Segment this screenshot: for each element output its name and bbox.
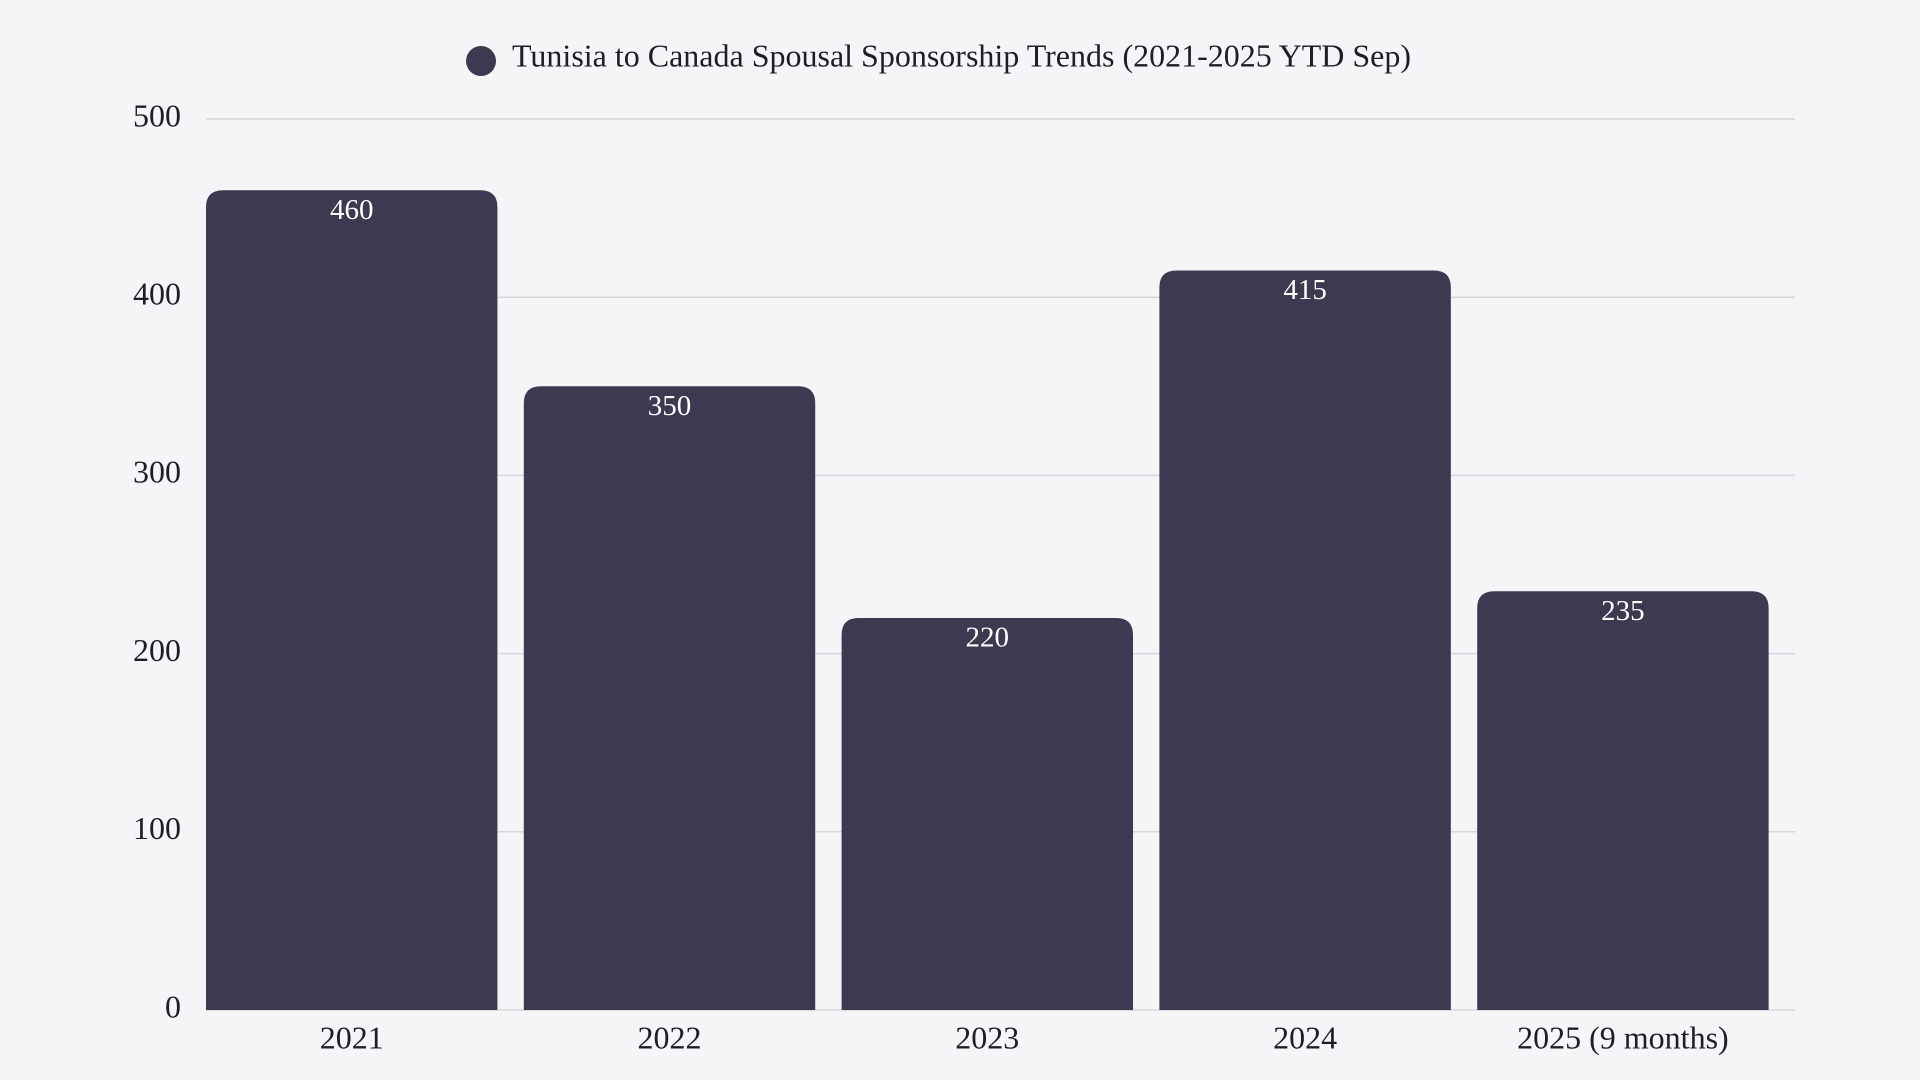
bar [1159, 270, 1451, 1011]
y-tick-label: 200 [133, 632, 181, 668]
value-label: 415 [1283, 274, 1327, 306]
y-tick-label: 0 [165, 988, 181, 1024]
x-tick-label: 2024 [1273, 1019, 1337, 1055]
y-tick-label: 400 [133, 276, 181, 312]
x-tick-label: 2025 (9 months) [1517, 1019, 1729, 1055]
bar [841, 617, 1134, 1010]
value-label: 235 [1601, 595, 1645, 627]
legend-marker [466, 46, 496, 76]
value-label: 220 [966, 622, 1010, 654]
y-tick-label: 500 [133, 97, 181, 133]
legend: Tunisia to Canada Spousal Sponsorship Tr… [466, 37, 1411, 76]
x-tick-label: 2021 [320, 1019, 384, 1055]
x-tick-label: 2023 [955, 1019, 1019, 1055]
y-tick-label: 300 [133, 454, 181, 490]
bar [523, 386, 816, 1010]
value-label: 460 [330, 194, 374, 226]
value-label: 350 [648, 390, 692, 422]
x-tick-label: 2022 [638, 1019, 702, 1055]
bar [206, 190, 498, 1010]
y-tick-label: 100 [133, 810, 181, 846]
bar [1477, 591, 1769, 1010]
legend-label: Tunisia to Canada Spousal Sponsorship Tr… [512, 37, 1411, 73]
